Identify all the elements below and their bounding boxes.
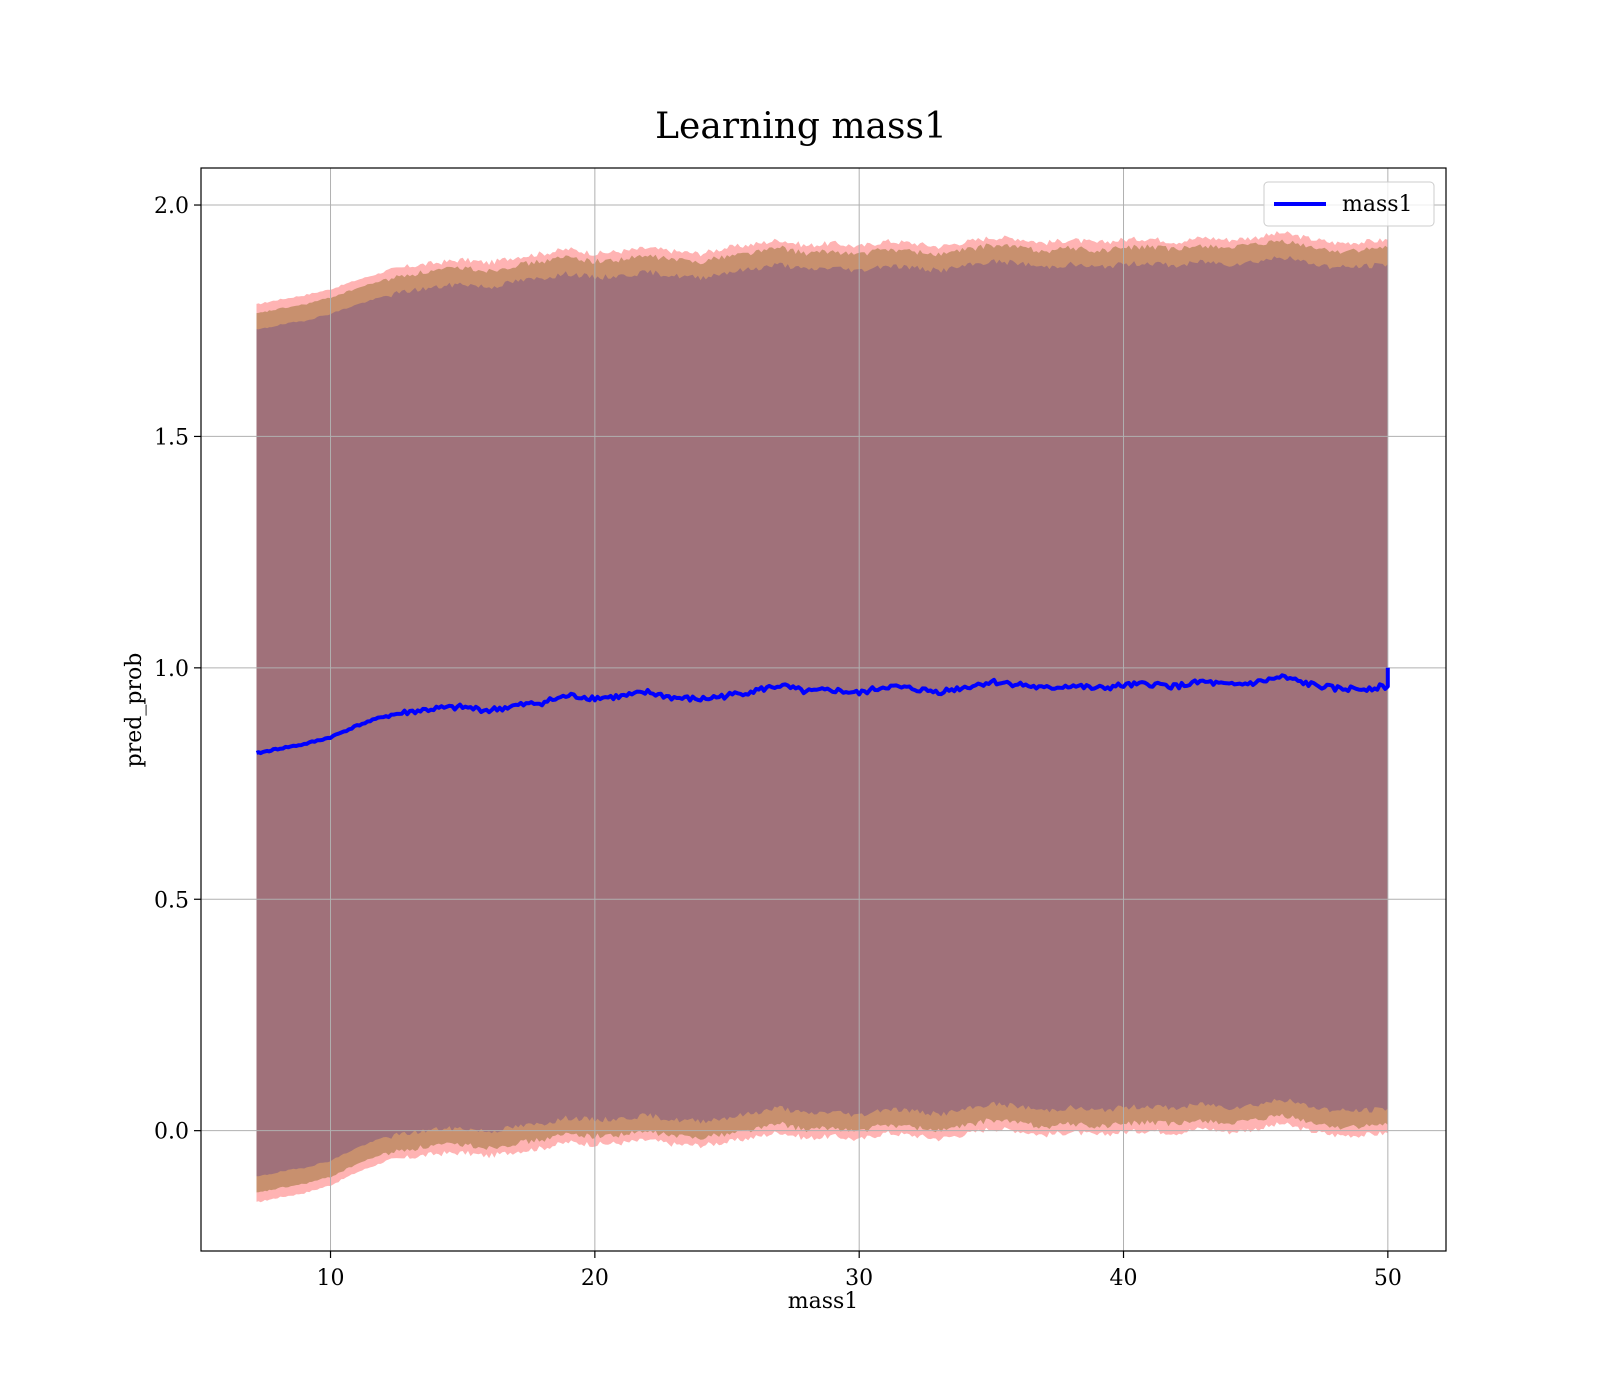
x-tick-label: 50 (1374, 1266, 1402, 1291)
y-tick-label: 1.5 (154, 425, 189, 450)
legend-label: mass1 (1342, 192, 1413, 217)
series-line-mass1 (255, 667, 1390, 756)
plot-frame (200, 167, 1447, 1252)
series-lines (255, 667, 1390, 756)
y-ticks: 0.0 0.5 1.0 1.5 2.0 (154, 194, 201, 1145)
legend-box (1263, 181, 1435, 227)
x-tick-label: 20 (581, 1266, 609, 1291)
legend: mass1 (1263, 181, 1435, 227)
y-tick-label: 0.0 (154, 1120, 189, 1145)
y-tick-label: 0.5 (154, 888, 189, 913)
confidence-bands (256, 231, 1388, 1203)
chart-title: Learning mass1 (655, 106, 947, 147)
x-axis-label: mass1 (788, 1289, 859, 1314)
y-tick-label: 1.0 (154, 657, 189, 682)
x-tick-label: 40 (1110, 1266, 1138, 1291)
grid-lines (201, 168, 1446, 1251)
x-ticks: 10 20 30 40 50 (317, 1251, 1402, 1291)
x-tick-label: 10 (317, 1266, 345, 1291)
y-tick-label: 2.0 (154, 194, 189, 219)
x-tick-label: 30 (845, 1266, 873, 1291)
y-axis-label: pred_prob (122, 653, 147, 768)
band-3 (256, 256, 1388, 1177)
